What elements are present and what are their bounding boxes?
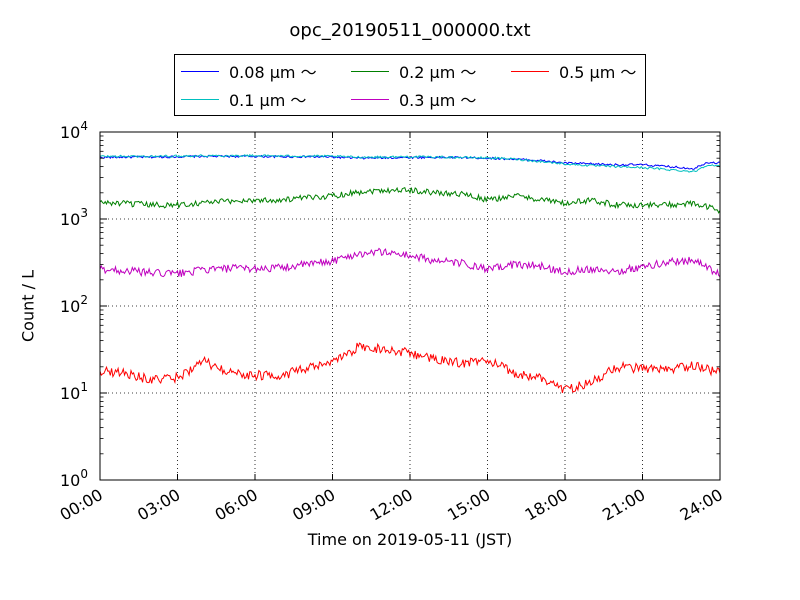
legend-swatch-0.1um [181, 98, 219, 100]
legend-item: 0.2 μm ～ [351, 60, 476, 82]
x-tick-label: 18:00 [522, 485, 571, 525]
y-tick-label: 104 [60, 119, 88, 142]
x-tick-label: 21:00 [599, 485, 648, 525]
y-tick-label: 101 [60, 380, 88, 403]
series-line-4 [99, 342, 721, 394]
legend-swatch-0.5um [511, 70, 549, 72]
x-tick-label: 06:00 [212, 485, 261, 525]
x-tick-labels: 00:00 03:00 06:00 09:00 12:00 15:00 18:00 21:00… [57, 485, 726, 525]
series-line-1 [100, 153, 721, 173]
grid-layer [100, 132, 720, 480]
legend: 0.08 μm ～ 0.2 μm ～ 0.5 μm ～ 0.1 μm ～ 0.3… [174, 54, 646, 116]
legend-swatch-0.08um [181, 70, 219, 72]
y-tick-label: 100 [60, 467, 88, 490]
x-tick-label: 15:00 [444, 485, 493, 525]
x-axis-label: Time on 2019-05-11 (JST) [307, 530, 513, 549]
legend-item: 0.1 μm ～ [181, 88, 306, 110]
x-tick-label: 24:00 [677, 485, 726, 525]
x-tick-label: 12:00 [367, 485, 416, 525]
y-tick-label: 103 [60, 206, 88, 229]
series-line-3 [99, 247, 721, 278]
y-axis-label: Count / L [18, 270, 38, 342]
legend-label: 0.5 μm ～ [559, 63, 637, 82]
y-tick-label: 102 [60, 293, 88, 316]
legend-item: 0.5 μm ～ [511, 60, 636, 82]
chart-title: opc_20190511_000000.txt [289, 20, 531, 41]
legend-label: 0.1 μm ～ [229, 91, 307, 110]
legend-item: 0.08 μm ～ [181, 60, 317, 82]
series-line-2 [99, 186, 721, 214]
legend-label: 0.2 μm ～ [399, 63, 477, 82]
legend-label: 0.08 μm ～ [229, 63, 317, 82]
legend-label: 0.3 μm ～ [399, 91, 477, 110]
tick-layer [99, 131, 721, 481]
x-tick-label: 03:00 [134, 485, 183, 525]
series-layer [99, 153, 721, 394]
legend-item: 0.3 μm ～ [351, 88, 476, 110]
legend-swatch-0.2um [351, 70, 389, 72]
x-tick-label: 09:00 [289, 485, 338, 525]
y-tick-labels: 100 101 102 103 104 [60, 119, 88, 490]
legend-swatch-0.3um [351, 98, 389, 100]
x-tick-label: 00:00 [57, 485, 106, 525]
